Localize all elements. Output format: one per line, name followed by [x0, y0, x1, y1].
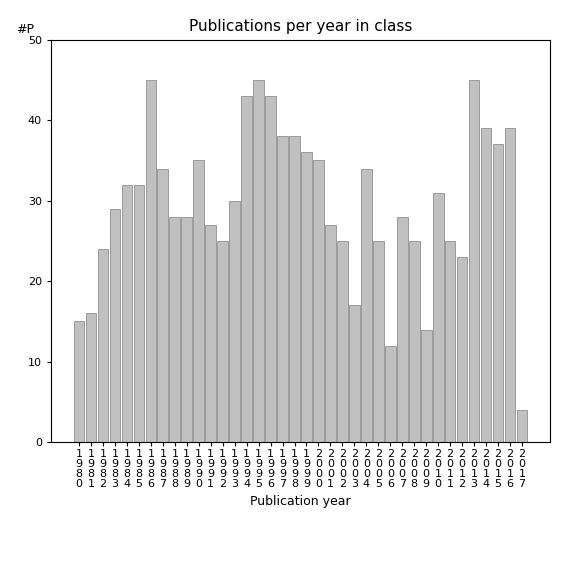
- Bar: [469, 80, 480, 442]
- Title: Publications per year in class: Publications per year in class: [189, 19, 412, 35]
- Bar: [277, 136, 288, 442]
- Bar: [134, 185, 145, 442]
- Bar: [181, 217, 192, 442]
- Bar: [158, 168, 168, 442]
- Bar: [456, 257, 467, 442]
- Bar: [481, 128, 492, 442]
- Bar: [146, 80, 156, 442]
- Bar: [517, 410, 527, 442]
- Bar: [242, 96, 252, 442]
- Bar: [397, 217, 408, 442]
- Bar: [217, 241, 228, 442]
- Bar: [229, 201, 240, 442]
- X-axis label: Publication year: Publication year: [250, 495, 351, 508]
- Bar: [421, 329, 431, 442]
- Bar: [361, 168, 372, 442]
- Bar: [445, 241, 455, 442]
- Bar: [493, 145, 503, 442]
- Bar: [289, 136, 300, 442]
- Bar: [253, 80, 264, 442]
- Bar: [385, 346, 396, 442]
- Bar: [313, 160, 324, 442]
- Bar: [505, 128, 515, 442]
- Bar: [170, 217, 180, 442]
- Bar: [409, 241, 420, 442]
- Bar: [337, 241, 348, 442]
- Bar: [301, 153, 312, 442]
- Bar: [109, 209, 120, 442]
- Bar: [433, 193, 443, 442]
- Bar: [121, 185, 132, 442]
- Bar: [74, 321, 84, 442]
- Bar: [325, 225, 336, 442]
- Bar: [86, 314, 96, 442]
- Text: #P: #P: [16, 23, 34, 36]
- Bar: [349, 306, 359, 442]
- Bar: [265, 96, 276, 442]
- Bar: [98, 249, 108, 442]
- Bar: [205, 225, 216, 442]
- Bar: [373, 241, 384, 442]
- Bar: [193, 160, 204, 442]
